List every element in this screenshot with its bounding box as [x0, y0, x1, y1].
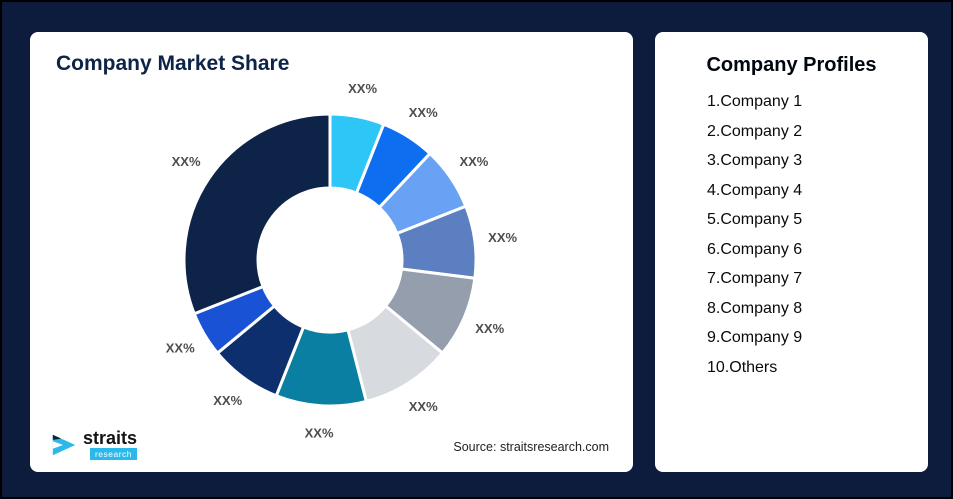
market-share-card: Company Market Share XX% XX% XX% XX% XX% XX% X…: [30, 32, 633, 472]
market-share-title: Company Market Share: [56, 52, 290, 75]
segment-label-10: XX%: [172, 154, 201, 169]
company-profiles-card: Company Profiles 1.Company 1 2.Company 2 3…: [655, 32, 928, 472]
source-note: Source: straitsresearch.com: [453, 440, 609, 454]
segment-label-7: XX%: [305, 426, 334, 441]
donut-segment-10[interactable]: [182, 112, 332, 316]
logo-subbrand-text: research: [89, 448, 138, 460]
segment-label-8: XX%: [213, 393, 242, 408]
segment-label-6: XX%: [409, 399, 438, 414]
company-profiles-title: Company Profiles: [706, 54, 877, 76]
segment-label-9: XX%: [166, 341, 195, 356]
straits-logo-text: straits research: [83, 428, 138, 460]
profile-item-5: 5.Company 5: [707, 211, 803, 228]
profile-item-2: 2.Company 2: [707, 122, 803, 140]
profile-item-4: 4.Company 4: [707, 181, 803, 199]
profile-item-7: 7.Company 7: [707, 270, 803, 287]
donut-chart: XX% XX% XX% XX% XX% XX% XX% XX% XX% XX%: [166, 81, 518, 441]
segment-label-3: XX%: [459, 154, 488, 169]
company-profiles-list: 1.Company 1 2.Company 2 3.Company 3 4.Compa…: [655, 93, 928, 377]
straits-logo-icon: [52, 434, 76, 455]
straits-logo: straits research: [50, 428, 138, 460]
logo-brand-text: straits: [83, 428, 138, 448]
profile-item-8: 8.Company 8: [707, 299, 803, 317]
segment-label-2: XX%: [409, 105, 438, 120]
segment-label-5: XX%: [475, 321, 504, 336]
profile-item-6: 6.Company 6: [707, 240, 803, 258]
profile-item-9: 9.Company 9: [707, 329, 803, 346]
profile-item-3: 3.Company 3: [707, 152, 803, 169]
profile-item-10: 10.Others: [707, 358, 778, 376]
segment-label-1: XX%: [348, 81, 377, 96]
profile-item-1: 1.Company 1: [707, 93, 803, 110]
segment-label-4: XX%: [488, 230, 517, 245]
